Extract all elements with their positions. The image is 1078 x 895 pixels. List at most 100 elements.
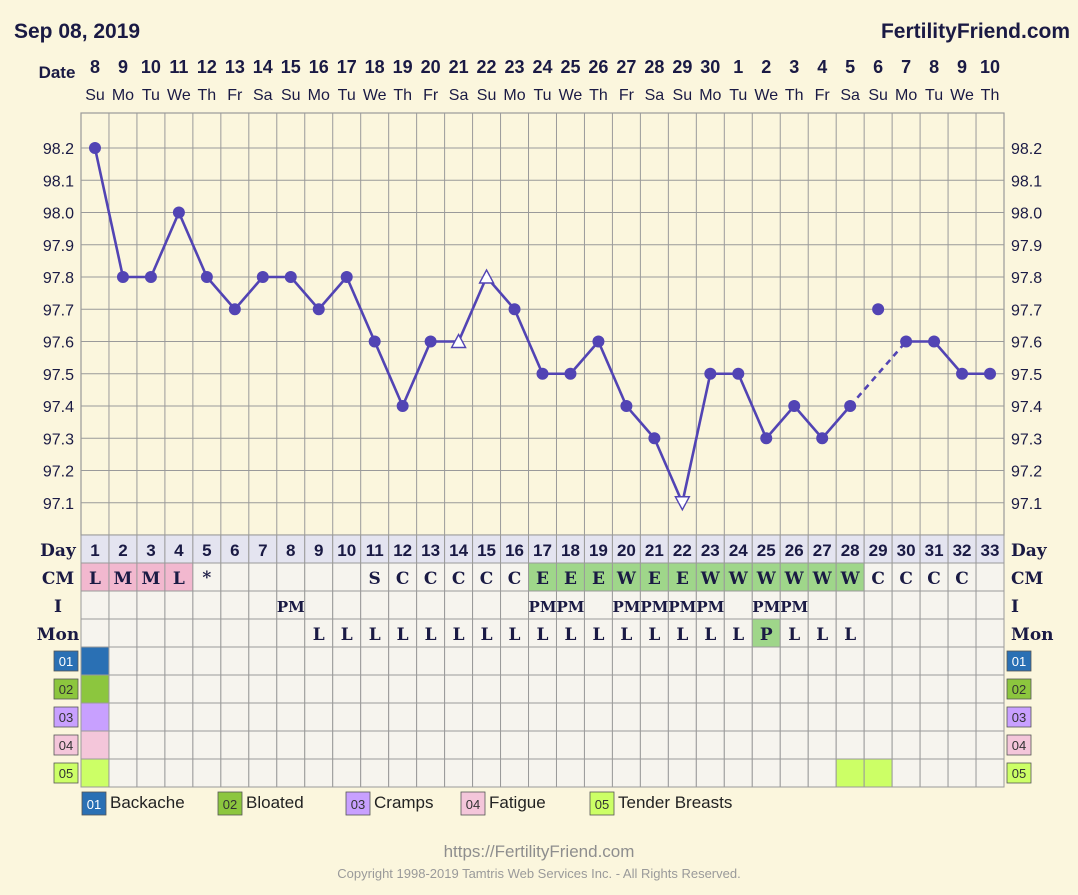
legend-label: Bloated xyxy=(246,793,304,812)
temperature-point-open xyxy=(450,333,467,349)
symptom-row-02-cell xyxy=(416,674,446,704)
date-label: 19 xyxy=(393,57,413,77)
weekday-label: Fr xyxy=(815,87,831,104)
intercourse-row-cell xyxy=(863,590,893,620)
symptom-row-01-cell xyxy=(639,646,669,676)
symptom-code-left: 02 xyxy=(59,682,73,697)
temperature-point xyxy=(788,400,801,412)
weekday-label: Th xyxy=(589,87,608,104)
symptom-row-01-cell xyxy=(583,646,613,676)
symptom-row-01-cell xyxy=(164,646,194,676)
date-label: 10 xyxy=(141,57,161,77)
symptom-code-badge-right xyxy=(1006,762,1032,784)
y-tick-label-right: 97.1 xyxy=(1011,496,1042,513)
cycle-day-label: 24 xyxy=(729,541,748,560)
symptom-row-01-cell xyxy=(779,646,809,676)
y-tick-label-left: 98.2 xyxy=(43,141,74,158)
symptom-row-03-cell xyxy=(472,702,502,732)
cm-value: W xyxy=(700,569,721,589)
cycle-day-label: 33 xyxy=(981,541,1000,560)
cm-row-cell xyxy=(444,562,474,592)
symptom-row-01-cell xyxy=(919,646,949,676)
weekday-label: Sa xyxy=(645,87,665,104)
symptom-row-05-cell xyxy=(528,758,557,788)
symptom-row-05-cell xyxy=(276,758,306,788)
temperature-segment xyxy=(569,340,600,375)
symptom-row-04-cell xyxy=(360,730,390,760)
symptom-row-02-cell xyxy=(500,674,530,704)
mon-row-cell xyxy=(192,618,222,648)
intercourse-value: PM xyxy=(277,598,305,616)
symptom-row-05-cell xyxy=(751,758,781,788)
weekday-label: Mo xyxy=(308,87,330,104)
weekday-label: Fr xyxy=(423,87,439,104)
cm-row-cell xyxy=(723,562,753,592)
symptom-row-03-cell xyxy=(975,702,1005,732)
date-label: 23 xyxy=(505,57,525,77)
weekday-label: Fr xyxy=(227,87,243,104)
cm-row-cell xyxy=(695,562,725,592)
intercourse-value: PM xyxy=(529,598,557,616)
mon-value: L xyxy=(537,625,549,645)
symptom-row-02-cell xyxy=(108,674,138,704)
temperature-point xyxy=(844,400,857,412)
weekday-label: We xyxy=(950,87,974,104)
symptom-row-04-cell xyxy=(108,730,138,760)
symptom-row-04-cell xyxy=(192,730,222,760)
mon-value: L xyxy=(453,625,465,645)
footer-url[interactable]: https://FertilityFriend.com xyxy=(443,842,635,861)
weekday-label: We xyxy=(559,87,583,104)
weekday-label: We xyxy=(363,87,387,104)
symptom-row-05-cell xyxy=(360,758,390,788)
cm-row-cell xyxy=(667,562,697,592)
symptom-row-01-cell xyxy=(975,646,1005,676)
mon-value: L xyxy=(369,625,381,645)
symptom-row-05-cell xyxy=(332,758,362,788)
symptom-row-03-cell xyxy=(388,702,418,732)
symptom-row-01-cell xyxy=(723,646,753,676)
symptom-row-05-cell xyxy=(500,758,530,788)
temperature-segment xyxy=(737,373,768,439)
mon-value: L xyxy=(509,625,521,645)
intercourse-row-label-right: I xyxy=(1011,597,1019,617)
symptom-code-badge-left xyxy=(53,734,79,756)
cm-value: W xyxy=(812,569,833,589)
intercourse-row-cell xyxy=(360,590,390,620)
symptom-row-03-cell xyxy=(108,702,138,732)
temperature-point xyxy=(116,271,129,283)
weekday-label: Su xyxy=(673,87,693,104)
symptom-row-02-cell xyxy=(695,674,725,704)
y-tick-label-left: 97.8 xyxy=(43,270,74,287)
intercourse-row-cell xyxy=(444,590,474,620)
symptom-row-01-cell xyxy=(611,646,641,676)
cm-value: E xyxy=(648,569,661,589)
symptom-row-05-cell xyxy=(807,758,837,788)
symptom-row-05-cell xyxy=(248,758,278,788)
intercourse-row-cell xyxy=(220,590,250,620)
symptom-row-05-cell xyxy=(444,758,474,788)
symptom-row-04-cell xyxy=(639,730,669,760)
intercourse-row-cell xyxy=(304,590,334,620)
cm-value: C xyxy=(396,569,410,589)
temperature-segment xyxy=(233,276,264,311)
symptom-row-01-cell xyxy=(947,646,977,676)
cm-value: W xyxy=(756,569,777,589)
symptom-row-03-cell xyxy=(416,702,446,732)
day-row-cell xyxy=(80,534,110,564)
mon-value: L xyxy=(592,625,604,645)
intercourse-row-cell xyxy=(416,590,446,620)
intercourse-value: PM xyxy=(612,598,640,616)
mon-row-cell xyxy=(248,618,278,648)
symptom-row-03-cell xyxy=(528,702,557,732)
cycle-day-label: 2 xyxy=(118,541,127,560)
cm-row-cell xyxy=(472,562,502,592)
symptom-row-04-cell xyxy=(919,730,949,760)
symptom-row-05-cell xyxy=(555,758,585,788)
temperature-segment xyxy=(205,276,236,311)
symptom-row-05-cell xyxy=(388,758,418,788)
symptom-row-01-cell xyxy=(500,646,530,676)
intercourse-row-cell xyxy=(667,590,697,620)
header-date: Sep 08, 2019 xyxy=(14,20,140,43)
symptom-row-04-cell xyxy=(332,730,362,760)
intercourse-row-cell xyxy=(583,590,613,620)
